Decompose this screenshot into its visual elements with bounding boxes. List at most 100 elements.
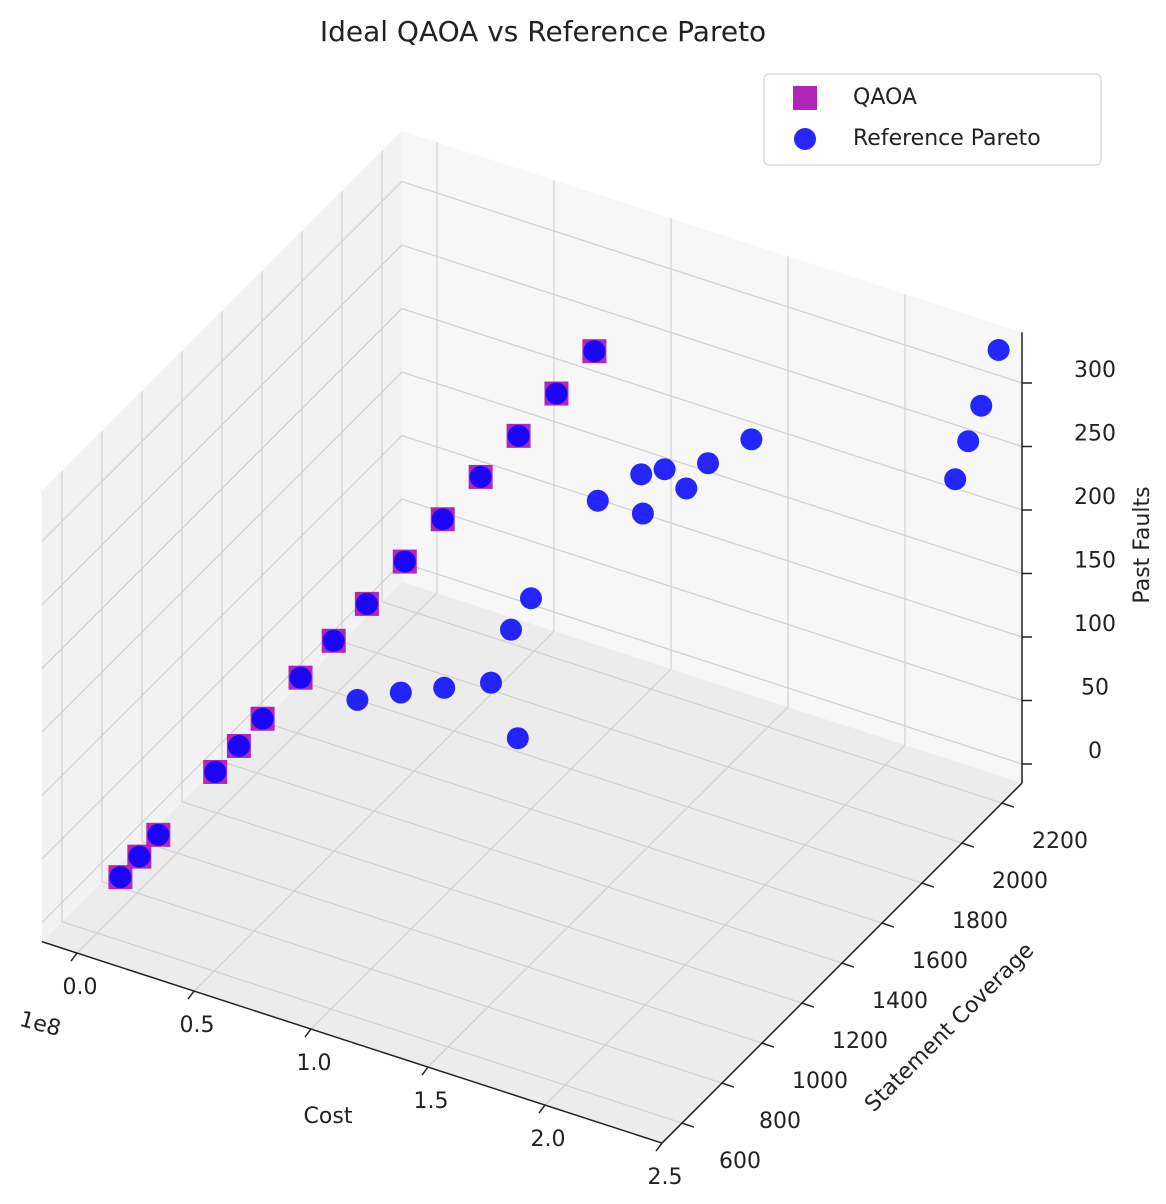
y-axis	[661, 782, 1023, 1144]
marker-circle	[469, 465, 492, 488]
marker-circle	[794, 128, 816, 150]
grid-line	[401, 498, 1023, 702]
y-tick	[721, 1082, 735, 1088]
marker-circle	[500, 618, 522, 641]
x-tick	[70, 952, 78, 962]
grid-line	[41, 562, 403, 924]
marker-circle	[355, 592, 378, 615]
marker-circle	[697, 452, 719, 475]
legend: QAOA Reference Pareto	[763, 73, 1102, 166]
marker-circle	[520, 587, 542, 610]
x-tick-label: 1.5	[414, 1089, 449, 1114]
marker-circle	[987, 339, 1010, 361]
z-tick-label: 150	[1074, 549, 1116, 574]
y-tick	[961, 842, 975, 848]
grid-line	[181, 801, 803, 1004]
y-tick-label: 800	[759, 1109, 801, 1134]
marker-circle	[944, 468, 967, 491]
z-axis-title: Past Faults	[1130, 486, 1155, 603]
grid-line	[101, 881, 723, 1084]
grid-line	[301, 681, 923, 884]
x-tick	[187, 990, 195, 1000]
y-tick-label: 1000	[792, 1069, 848, 1094]
x-tick	[655, 1142, 663, 1152]
marker-circle	[740, 428, 763, 451]
grid-line	[41, 181, 403, 543]
grid-line	[261, 721, 883, 924]
grid-line	[41, 244, 403, 606]
marker-circle	[630, 463, 653, 486]
z-tick-label: 50	[1081, 676, 1109, 701]
chart-title: Ideal QAOA vs Reference Pareto	[320, 15, 766, 48]
z-tick-label: 250	[1074, 422, 1116, 447]
marker-circle	[506, 727, 529, 750]
marker-circle	[128, 845, 151, 868]
marker-circle	[631, 502, 654, 525]
marker-circle	[957, 430, 980, 453]
grid-line	[41, 308, 403, 670]
y-tick-label: 2000	[992, 869, 1048, 894]
grid-line	[401, 181, 1023, 384]
marker-circle	[322, 629, 345, 652]
marker-circle	[251, 707, 274, 730]
marker-circle	[433, 676, 456, 699]
marker-circle	[147, 823, 170, 846]
marker-circle	[393, 550, 416, 573]
grid-line	[401, 244, 1023, 448]
marks	[108, 339, 1010, 890]
legend-label: Reference Pareto	[853, 126, 1041, 151]
marker-circle	[480, 671, 502, 694]
x-tick	[538, 1104, 546, 1114]
grid-line	[41, 435, 403, 797]
grid-line	[61, 921, 683, 1124]
marker-circle	[653, 458, 676, 481]
y-tick	[841, 962, 855, 968]
y-tick-label: 1800	[952, 909, 1008, 934]
marker-circle	[970, 394, 993, 417]
grid-line	[401, 308, 1023, 511]
y-tick-label: 1400	[872, 989, 928, 1014]
marker-circle	[431, 508, 454, 531]
y-tick-label: 1200	[832, 1029, 888, 1054]
y-tick	[921, 882, 935, 888]
x-tick-label: 1.0	[297, 1051, 332, 1076]
y-tick	[1001, 802, 1015, 808]
marker-circle	[204, 760, 227, 783]
grid-line	[221, 761, 843, 964]
x-axis	[41, 940, 663, 1144]
x-tick-label: 0.0	[63, 975, 98, 1000]
y-tick	[801, 1002, 815, 1008]
x-axis-title: Cost	[304, 1104, 353, 1129]
legend-box	[763, 73, 1102, 166]
marker-square	[793, 86, 817, 110]
x-tick-label: 2.5	[648, 1165, 683, 1190]
x-tick	[421, 1066, 429, 1076]
grid-line	[41, 498, 403, 860]
grid-line	[381, 601, 1003, 804]
z-tick-label: 0	[1088, 739, 1102, 764]
grid-line	[141, 841, 763, 1044]
marker-circle	[545, 382, 568, 405]
legend-label: QAOA	[853, 85, 917, 110]
z-tick-label: 100	[1074, 612, 1116, 637]
y-tick	[881, 922, 895, 928]
marker-circle	[289, 666, 312, 689]
ticks	[41, 332, 1032, 1152]
marker-circle	[389, 681, 412, 704]
marker-circle	[586, 489, 609, 512]
z-tick-label: 300	[1074, 358, 1116, 383]
marker-circle	[507, 424, 530, 447]
grid-line	[401, 562, 1023, 765]
marker-circle	[227, 734, 250, 757]
x-tick-label: 0.5	[180, 1013, 215, 1038]
y-tick	[681, 1122, 695, 1128]
grid-line	[401, 435, 1023, 638]
grid-line	[341, 641, 963, 844]
y-tick-label: 1600	[912, 949, 968, 974]
marker-circle	[346, 688, 369, 711]
x-offset-label: 1e8	[17, 1007, 64, 1042]
y-tick-label: 600	[719, 1149, 761, 1174]
marker-circle	[675, 477, 698, 500]
grid	[41, 142, 1023, 1144]
x-tick	[304, 1028, 312, 1038]
